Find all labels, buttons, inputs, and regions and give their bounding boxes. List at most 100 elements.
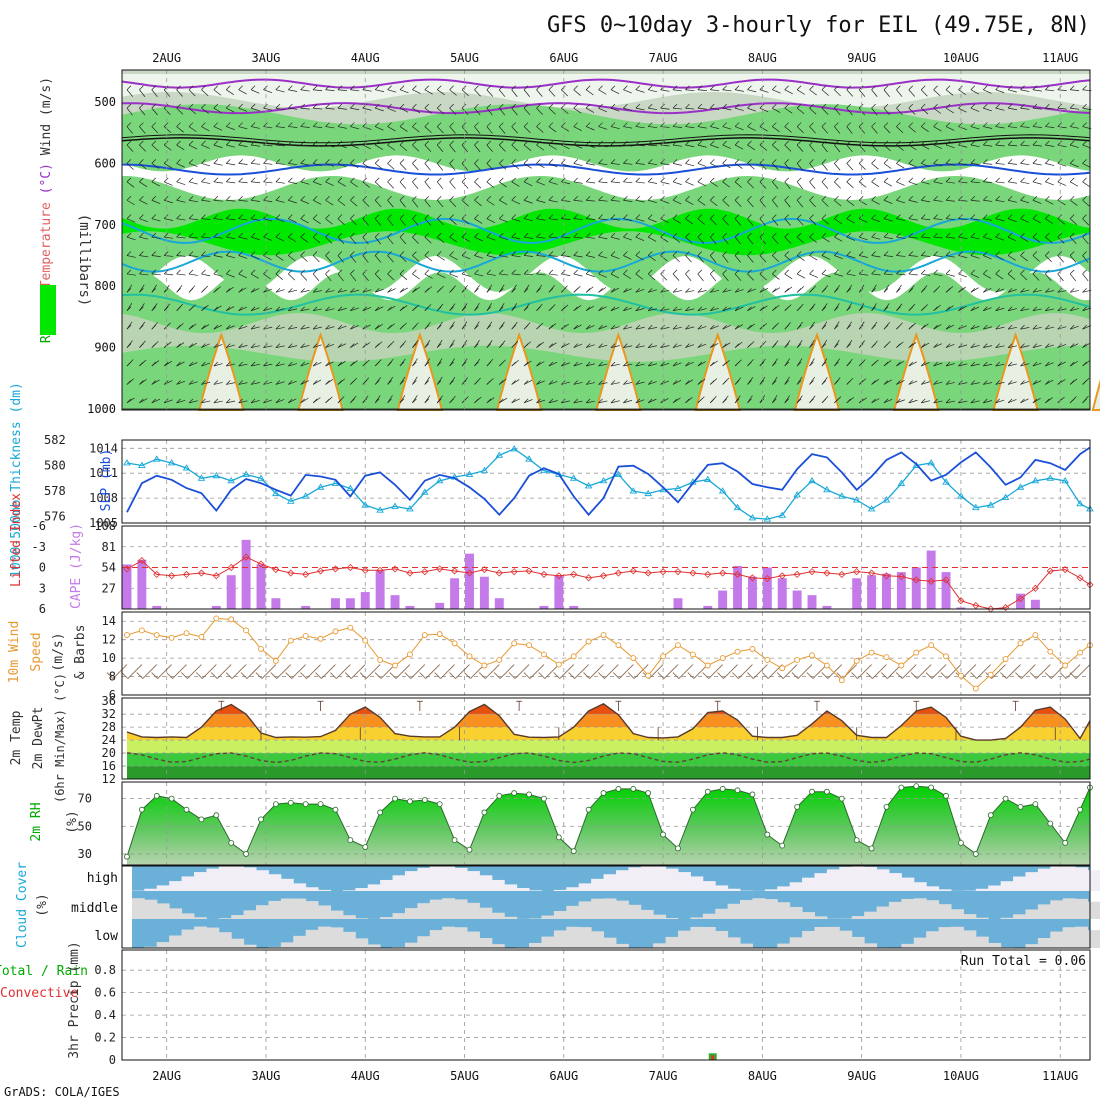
wind-barb (486, 126, 493, 134)
wind-barb-flag (647, 122, 653, 127)
wind-barb (375, 107, 384, 112)
wind-barb (672, 290, 682, 293)
wind-barb (536, 361, 545, 367)
wind-barb-flag (486, 232, 492, 238)
li-marker (704, 570, 712, 578)
wind-barb-flag (933, 361, 938, 367)
wind-barb-flag (474, 398, 479, 404)
wind-barb (585, 89, 594, 96)
wind-barb (623, 363, 633, 367)
wind-speed-marker (972, 685, 979, 692)
wind-barb-flag (449, 288, 454, 293)
wind-barb-flag (834, 380, 839, 385)
wind-barb (734, 163, 743, 169)
wind-barb-flag (796, 232, 802, 238)
wind-barb-flag (213, 380, 219, 385)
wind-barb-flag (623, 380, 628, 385)
wind-barb-flag (908, 380, 914, 385)
wind-barb-flag (151, 177, 157, 183)
wind-barb-flag (325, 288, 330, 293)
wind-barb (139, 273, 149, 276)
cloud-cell (553, 889, 567, 891)
wind-barb-flag (312, 159, 318, 164)
wind-barb (672, 308, 682, 312)
wind-barb (623, 163, 633, 165)
wind-barb-flag (325, 343, 330, 348)
wind-barb-flag (263, 103, 268, 109)
wind-barb-flag (635, 232, 641, 238)
rh-marker (585, 806, 592, 813)
wind-barb (1020, 289, 1030, 293)
wind-barb-flag (412, 269, 417, 275)
wind-barb-flag (734, 288, 740, 293)
wind-barb-flag (499, 232, 504, 238)
wind-barb (672, 273, 680, 281)
wind-barb-flag (585, 195, 591, 201)
boundary-layer-spike (595, 331, 642, 411)
wind-barb (337, 236, 345, 244)
wind-barb-flag (412, 232, 417, 238)
wind-barb-flag (958, 343, 963, 348)
temperature-band (126, 727, 1090, 741)
wind-barb (486, 107, 493, 116)
cloud-cell (268, 874, 282, 891)
wind-barb-flag (1045, 122, 1050, 127)
wind-barb (536, 199, 546, 203)
wind-barb (176, 380, 186, 385)
wind-barb (834, 144, 841, 153)
wind-barb (1045, 308, 1055, 312)
cape-bar (345, 598, 355, 609)
wind-barb (586, 218, 596, 220)
y-tick-label: 600 (94, 156, 116, 170)
wind-barb-flag (610, 232, 616, 238)
wind-barb-flag (958, 85, 963, 90)
rh-marker (258, 816, 264, 823)
wind-barb-flag (181, 672, 188, 679)
wind-barb-flag (436, 232, 442, 238)
wind-barb-flag (1032, 306, 1038, 312)
wind-barb (499, 89, 506, 97)
wind-barb (697, 107, 707, 110)
wind-barb (300, 107, 310, 110)
wind-barb (1057, 326, 1067, 330)
wind-barb (970, 400, 980, 404)
wind-barb (1008, 326, 1017, 330)
wind-barb-flag (784, 103, 789, 109)
wind-speed-marker (645, 672, 652, 679)
wind-barb (474, 255, 484, 259)
li-marker (793, 570, 801, 578)
thickness-marker (480, 466, 489, 474)
wind-barb (871, 107, 878, 116)
wind-barb-flag (151, 195, 157, 201)
wind-barb-flag (883, 251, 889, 256)
li-marker (346, 563, 354, 572)
wind-barb (275, 181, 285, 184)
wind-barb-flag (1082, 195, 1087, 201)
wind-barb-flag (548, 232, 554, 238)
wind-barb (263, 399, 273, 404)
wind-barb-flag (461, 103, 467, 109)
thickness-marker (1031, 476, 1040, 484)
wind-barb-flag (697, 361, 703, 367)
wind-barb (548, 181, 558, 185)
rh-marker (868, 845, 875, 852)
wind-speed-marker (347, 624, 354, 631)
wind-barb (846, 163, 854, 171)
wind-barb-flag (908, 140, 914, 146)
wind-barb (461, 89, 469, 97)
wind-barb-flag (419, 672, 427, 679)
wind-barb-flag (896, 251, 901, 256)
wind-barb-flag (761, 672, 769, 679)
wind-barb-flag (1007, 103, 1013, 109)
wind-barb-flag (995, 380, 1000, 385)
wind-barb (759, 255, 767, 263)
wind-barb-flag (1032, 214, 1038, 219)
rh-marker (436, 801, 443, 808)
wind-barb (1069, 181, 1079, 187)
cloud-cell (951, 926, 964, 948)
wind-barb-flag (1057, 177, 1062, 183)
wind-barb-flag (548, 251, 554, 256)
wind-barb-flag (449, 343, 454, 348)
cloud-cell (1000, 917, 1014, 919)
wind-barb (734, 273, 742, 281)
